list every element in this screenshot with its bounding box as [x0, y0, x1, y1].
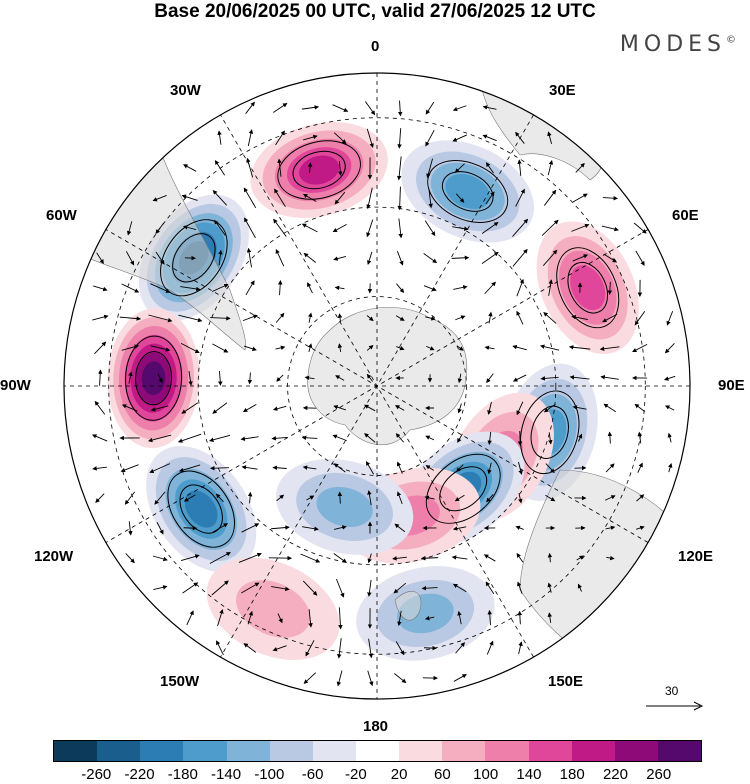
colorbar-tick-label: 20 [391, 766, 408, 783]
colorbar-swatch [399, 741, 442, 761]
colorbar-swatch [529, 741, 572, 761]
lon-label-30w: 30W [170, 82, 201, 99]
colorbar-tick-label: 260 [646, 766, 671, 783]
lon-label-60w: 60W [46, 207, 77, 224]
colorbar-tick-label: -180 [168, 766, 198, 783]
colorbar-tick-label: -60 [302, 766, 324, 783]
colorbar-swatch [615, 741, 658, 761]
lon-label-30e: 30E [549, 82, 576, 99]
colorbar-swatch [485, 741, 528, 761]
colorbar-swatch [313, 741, 356, 761]
colorbar-swatch [572, 741, 615, 761]
lon-label-150w: 150W [160, 673, 199, 690]
colorbar-tick-label: -220 [125, 766, 155, 783]
arrow-right-icon [640, 682, 720, 722]
lon-label-90e: 90E [718, 377, 745, 394]
lon-label-180: 180 [363, 718, 388, 735]
colorbar-tick-label: -140 [211, 766, 241, 783]
colorbar-swatch [97, 741, 140, 761]
lon-label-120e: 120E [678, 548, 713, 565]
colorbar-tick-label: 60 [434, 766, 451, 783]
colorbar-swatch [658, 741, 701, 761]
colorbar-swatch [140, 741, 183, 761]
lon-label-120w: 120W [34, 548, 73, 565]
colorbar-tick-label: 220 [603, 766, 628, 783]
colorbar-ticks: -260 -220 -180 -140 -100 -60 -20 20 60 100 140 180 2… [0, 766, 750, 784]
colorbar-swatch [54, 741, 97, 761]
colorbar-tick-label: 100 [473, 766, 498, 783]
lon-label-150e: 150E [548, 673, 583, 690]
colorbar-swatch [183, 741, 226, 761]
colorbar-swatch [442, 741, 485, 761]
colorbar-tick-label: -260 [81, 766, 111, 783]
colorbar-tick-label: 140 [516, 766, 541, 783]
colorbar-swatch [270, 741, 313, 761]
lon-label-60e: 60E [672, 207, 699, 224]
lon-label-0: 0 [371, 38, 379, 55]
colorbar-swatch [227, 741, 270, 761]
colorbar-swatch [356, 741, 399, 761]
colorbar-tick-label: -20 [345, 766, 367, 783]
colorbar-tick-label: -100 [254, 766, 284, 783]
colorbar-tick-label: 180 [560, 766, 585, 783]
lon-label-90w: 90W [0, 377, 31, 394]
colorbar [53, 740, 702, 762]
